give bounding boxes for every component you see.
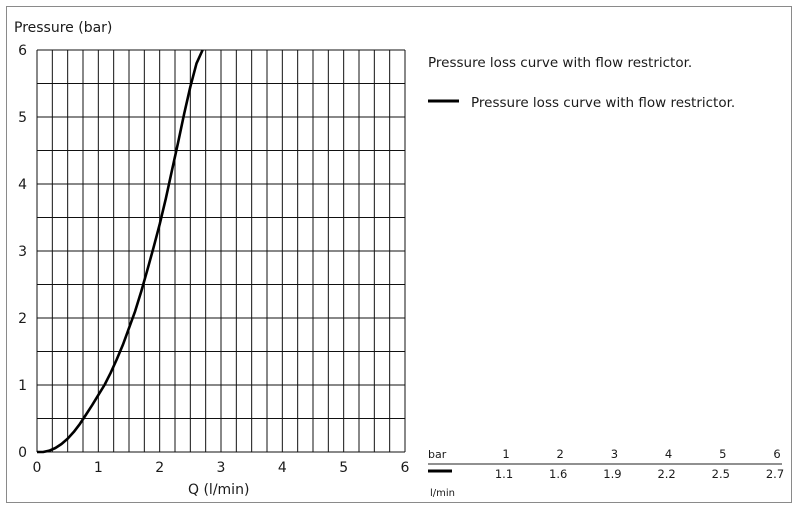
x-tick-label: 1 [94, 460, 103, 476]
table-pressure-value: 5 [719, 447, 726, 461]
chart-title: Pressure loss curve with flow restrictor… [428, 55, 692, 71]
table-row1-label: bar [428, 448, 447, 461]
table-pressure-value: 1 [502, 447, 509, 461]
series-line [37, 49, 204, 454]
table-pressure-value: 4 [665, 447, 672, 461]
y-tick-label: 6 [18, 43, 27, 59]
tick-labels: 0 1 2 3 4 5 6 0 1 2 3 4 5 6 [18, 43, 409, 476]
y-tick-label: 5 [18, 110, 27, 126]
x-axis-label: Q (l/min) [188, 482, 249, 498]
table-flow-value: 1.6 [549, 467, 567, 481]
x-tick-label: 5 [339, 460, 348, 476]
table-flow-value: 1.1 [495, 467, 513, 481]
table-flow-value: 2.2 [657, 467, 675, 481]
table-flow-value: 2.5 [712, 467, 730, 481]
table-row2-label: l/min [430, 488, 455, 499]
x-tick-label: 4 [278, 460, 287, 476]
y-tick-label: 4 [18, 177, 27, 193]
table-flow-value: 2.7 [766, 467, 784, 481]
legend-entry: Pressure loss curve with flow restrictor… [471, 95, 735, 111]
table-pressure-value: 3 [611, 447, 618, 461]
chart-frame [6, 6, 792, 503]
x-tick-label: 3 [217, 460, 226, 476]
x-tick-label: 6 [401, 460, 410, 476]
y-axis-label: Pressure (bar) [14, 20, 112, 36]
x-tick-label: 2 [155, 460, 164, 476]
y-tick-label: 0 [18, 445, 27, 461]
y-tick-label: 2 [18, 311, 27, 327]
table-flow-value: 1.9 [603, 467, 621, 481]
table-pressure-value: 2 [557, 447, 564, 461]
table-pressure-value: 6 [773, 447, 780, 461]
series-layer [37, 49, 204, 454]
table-values: 1 1.1 2 1.6 3 1.9 4 2.2 5 2.5 6 2.7 [495, 447, 784, 481]
y-tick-label: 3 [18, 244, 27, 260]
x-tick-label: 0 [33, 460, 42, 476]
grid [36, 49, 406, 453]
y-tick-label: 1 [18, 378, 27, 394]
